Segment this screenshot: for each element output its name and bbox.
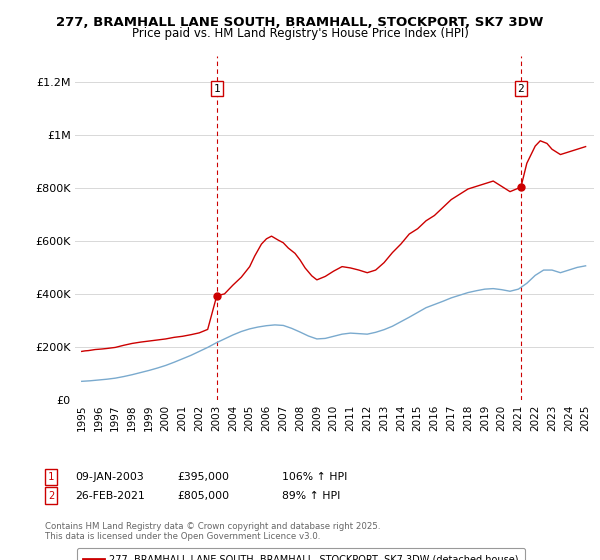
Text: 89% ↑ HPI: 89% ↑ HPI <box>282 491 340 501</box>
Text: 106% ↑ HPI: 106% ↑ HPI <box>282 472 347 482</box>
Text: 277, BRAMHALL LANE SOUTH, BRAMHALL, STOCKPORT, SK7 3DW: 277, BRAMHALL LANE SOUTH, BRAMHALL, STOC… <box>56 16 544 29</box>
Text: Contains HM Land Registry data © Crown copyright and database right 2025.
This d: Contains HM Land Registry data © Crown c… <box>45 522 380 542</box>
Text: 26-FEB-2021: 26-FEB-2021 <box>75 491 145 501</box>
Text: 1: 1 <box>214 83 220 94</box>
Text: £805,000: £805,000 <box>177 491 229 501</box>
Text: £395,000: £395,000 <box>177 472 229 482</box>
Text: 1: 1 <box>48 472 54 482</box>
Text: Price paid vs. HM Land Registry's House Price Index (HPI): Price paid vs. HM Land Registry's House … <box>131 27 469 40</box>
Text: 2: 2 <box>48 491 54 501</box>
Text: 09-JAN-2003: 09-JAN-2003 <box>75 472 144 482</box>
Legend: 277, BRAMHALL LANE SOUTH, BRAMHALL, STOCKPORT, SK7 3DW (detached house), HPI: Av: 277, BRAMHALL LANE SOUTH, BRAMHALL, STOC… <box>77 548 524 560</box>
Text: 2: 2 <box>518 83 524 94</box>
